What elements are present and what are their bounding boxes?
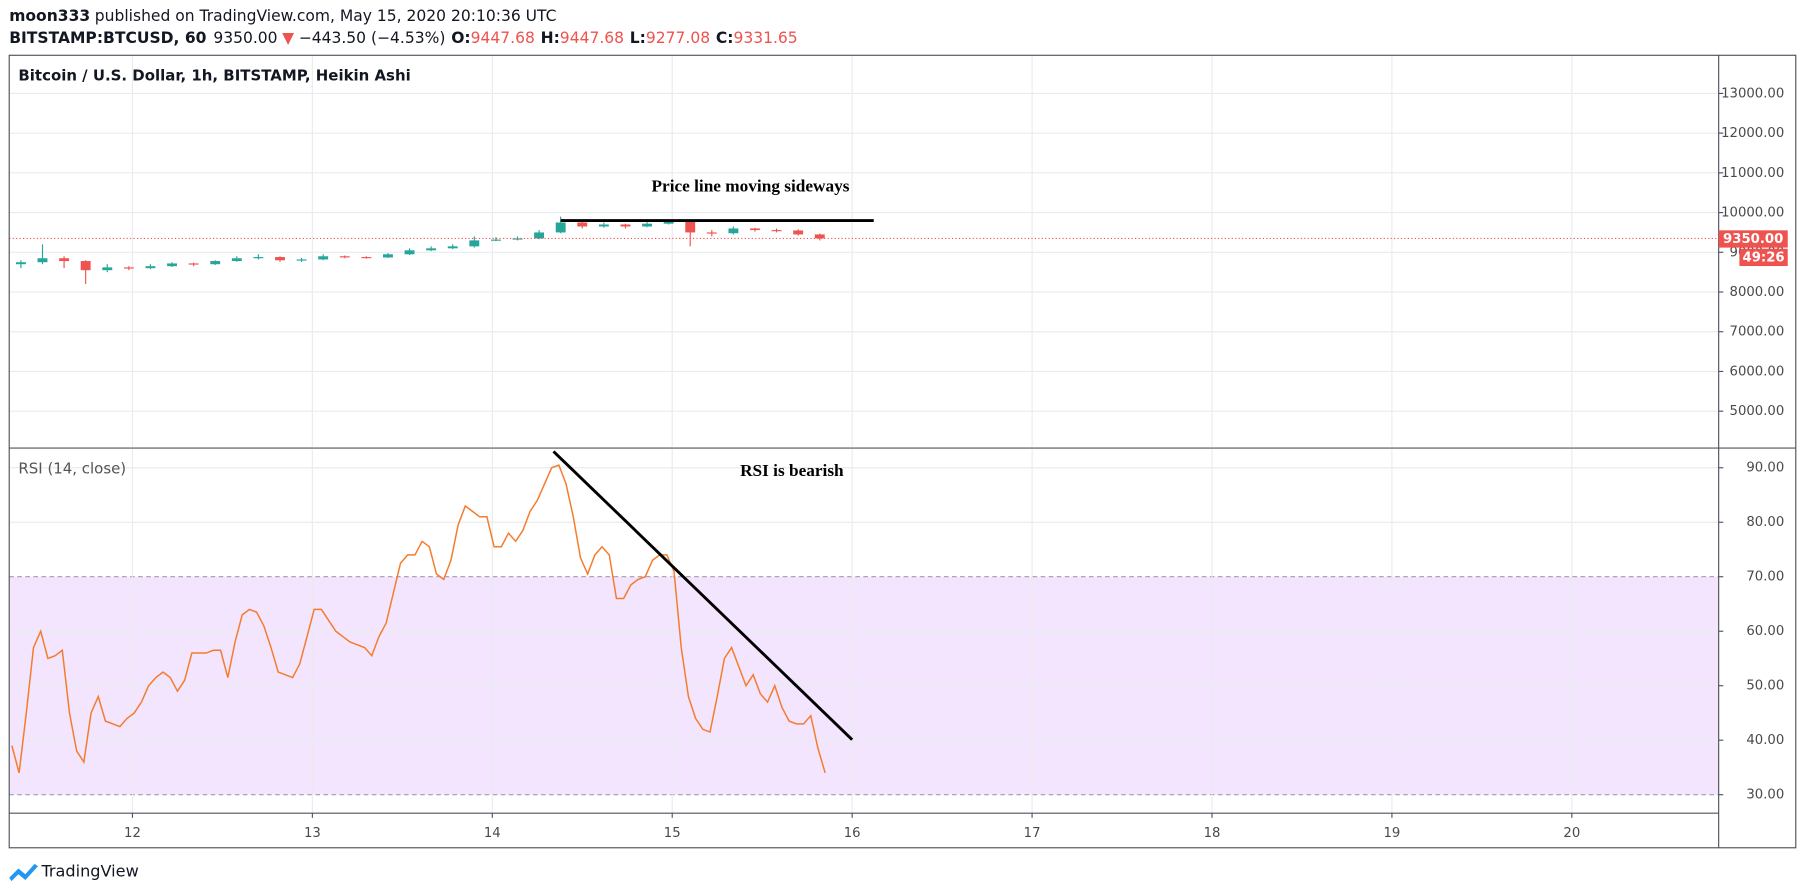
candle-body <box>814 234 825 239</box>
down-arrow: ▼ <box>282 29 294 47</box>
change: −443.50 (−4.53%) <box>299 29 446 47</box>
y-tick-label: 6000.00 <box>1730 364 1785 379</box>
candle-body <box>793 230 804 235</box>
candle-body <box>728 228 739 234</box>
annotation: RSI is bearish <box>740 461 844 480</box>
x-tick-label: 20 <box>1563 826 1580 841</box>
grid <box>9 55 1719 814</box>
price: 9350.00 <box>213 29 277 47</box>
y-tick-label: 5000.00 <box>1730 404 1785 419</box>
candle-body <box>15 262 26 265</box>
trendline <box>552 450 854 741</box>
countdown: 49:26 <box>1742 250 1784 265</box>
candle-body <box>771 230 782 232</box>
candle-body <box>275 257 285 261</box>
footer-logo: TradingView <box>9 861 139 882</box>
rsi-pane-title: RSI (14, close) <box>18 459 126 477</box>
candle-body <box>188 263 199 265</box>
candle-body <box>534 232 545 239</box>
candle-body <box>253 257 264 259</box>
header-line: moon333 published on TradingView.com, May… <box>9 7 556 25</box>
footer-text: TradingView <box>40 861 138 880</box>
symbol: BITSTAMP:BTCUSD, 60 <box>9 29 206 47</box>
logo-icon <box>9 863 38 882</box>
candle-body <box>426 248 437 251</box>
candle-body <box>447 246 458 249</box>
candle-body <box>598 224 609 227</box>
x-tick-label: 12 <box>124 826 141 841</box>
candle-body <box>663 221 674 224</box>
candle-body <box>59 258 70 262</box>
last-price-label: 9350.00 <box>1723 232 1783 247</box>
candle-body <box>296 259 307 261</box>
frame <box>8 54 1797 849</box>
candle-body <box>37 258 48 263</box>
candle-body <box>642 223 652 227</box>
candle-body <box>620 224 631 227</box>
candle-body <box>404 250 415 255</box>
symbol-line: BITSTAMP:BTCUSD, 60 9350.00 ▼ −443.50 (−4.5… <box>9 29 797 47</box>
published: published on TradingView.com, May 15, 20… <box>95 7 557 25</box>
ohlc-value: 9277.08 <box>646 29 710 47</box>
candle-body <box>167 263 177 267</box>
y-tick-label: 80.00 <box>1746 515 1784 530</box>
candle-body <box>318 256 329 260</box>
candle-body <box>145 266 156 269</box>
candle-body <box>490 239 501 241</box>
candle-body <box>361 257 372 259</box>
candle-body <box>123 267 134 269</box>
ohlc-key: H: <box>541 29 560 47</box>
candle-body <box>231 258 242 262</box>
x-tick-label: 13 <box>304 826 321 841</box>
y-tick-label: 11000.00 <box>1721 166 1784 181</box>
x-tick-label: 18 <box>1204 826 1221 841</box>
y-tick-label: 8000.00 <box>1730 285 1785 300</box>
ohlc-key: O: <box>451 29 470 47</box>
ohlc-key: L: <box>630 29 646 47</box>
ohlc-value: 9447.68 <box>560 29 624 47</box>
y-tick-label: 70.00 <box>1746 570 1784 585</box>
last-price-box <box>1718 230 1788 248</box>
y-tick-label: 7000.00 <box>1730 325 1785 340</box>
candle-body <box>80 261 91 271</box>
candle-body <box>577 222 588 227</box>
candle-body <box>469 240 480 247</box>
y-tick-label: 60.00 <box>1746 624 1784 639</box>
y-tick-label: 40.00 <box>1746 733 1784 748</box>
y-tick-label: 13000.00 <box>1721 86 1784 101</box>
x-tick-label: 17 <box>1024 826 1041 841</box>
annotation: Price line moving sideways <box>651 177 849 196</box>
x-tick-label: 19 <box>1384 826 1401 841</box>
overlay: 5000.006000.007000.008000.009000.0010000… <box>124 86 1788 841</box>
ohlc-key: C: <box>716 29 734 47</box>
candle-body <box>102 267 113 271</box>
candle-body <box>750 228 760 231</box>
ohlc-value: 9331.65 <box>733 29 797 47</box>
y-tick-label: 10000.00 <box>1721 206 1784 221</box>
x-tick-label: 15 <box>664 826 681 841</box>
countdown-box <box>1739 248 1788 267</box>
y-tick-label: 50.00 <box>1746 679 1784 694</box>
candle-body <box>555 222 566 233</box>
price-pane-title: Bitcoin / U.S. Dollar, 1h, BITSTAMP, Hei… <box>18 67 410 85</box>
ohlc-value: 9447.68 <box>471 29 535 47</box>
x-tick-label: 16 <box>844 826 861 841</box>
rsi-line <box>11 464 826 774</box>
candle-body <box>512 238 523 240</box>
y-tick-label: 12000.00 <box>1721 126 1784 141</box>
x-tick-label: 14 <box>484 826 501 841</box>
candle-body <box>383 254 393 258</box>
candle-body <box>685 221 696 233</box>
candle-body <box>339 256 350 258</box>
marks <box>9 216 1719 774</box>
y-tick-label: 90.00 <box>1746 461 1784 476</box>
y-tick-label: 30.00 <box>1746 788 1784 803</box>
candle-body <box>706 232 717 234</box>
author: moon333 <box>9 7 90 25</box>
candle-body <box>210 261 221 265</box>
